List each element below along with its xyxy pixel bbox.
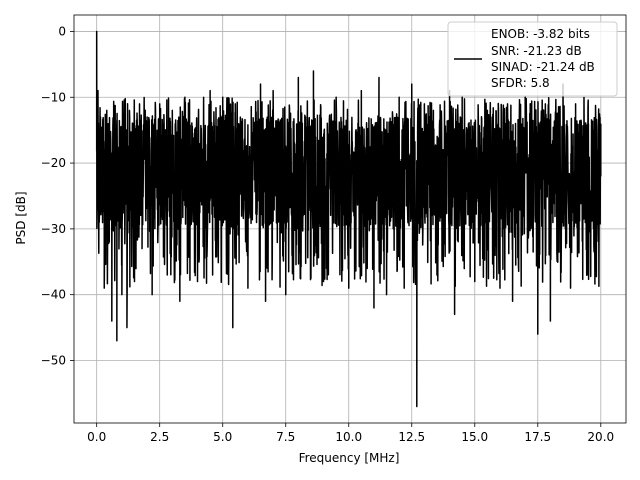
y-tick-label: −10 — [41, 90, 66, 104]
x-tick-label: 20.0 — [587, 430, 614, 444]
x-tick-label: 17.5 — [524, 430, 551, 444]
legend: ENOB: -3.82 bits SNR: -21.23 dB SINAD: -… — [447, 21, 618, 97]
x-tick-label: 7.5 — [276, 430, 295, 444]
y-axis: 0 −10 −20 −30 −40 −50 — [41, 24, 74, 367]
y-tick-label: −40 — [41, 288, 66, 302]
y-tick-label: 0 — [58, 24, 66, 38]
x-tick-label: 15.0 — [461, 430, 488, 444]
x-axis: 0.0 2.5 5.0 7.5 10.0 12.5 15.0 17.5 20.0 — [87, 423, 614, 444]
legend-entry-enob: ENOB: -3.82 bits — [491, 27, 590, 41]
legend-entry-sfdr: SFDR: 5.8 — [491, 76, 550, 90]
legend-box — [447, 21, 618, 97]
y-tick-label: −50 — [41, 353, 66, 367]
x-tick-label: 0.0 — [87, 430, 106, 444]
plot-area — [95, 30, 602, 408]
x-tick-label: 2.5 — [150, 430, 169, 444]
axes-frame — [73, 14, 627, 424]
x-tick-label: 12.5 — [398, 430, 425, 444]
x-axis-label: Frequency [MHz] — [299, 451, 400, 465]
psd-series-line — [95, 30, 602, 408]
legend-entry-sinad: SINAD: -21.24 dB — [491, 60, 595, 74]
y-axis-label: PSD [dB] — [14, 191, 28, 244]
legend-entry-snr: SNR: -21.23 dB — [491, 44, 582, 58]
x-tick-label: 5.0 — [213, 430, 232, 444]
y-tick-label: −30 — [41, 222, 66, 236]
y-tick-label: −20 — [41, 156, 66, 170]
x-tick-label: 10.0 — [335, 430, 362, 444]
